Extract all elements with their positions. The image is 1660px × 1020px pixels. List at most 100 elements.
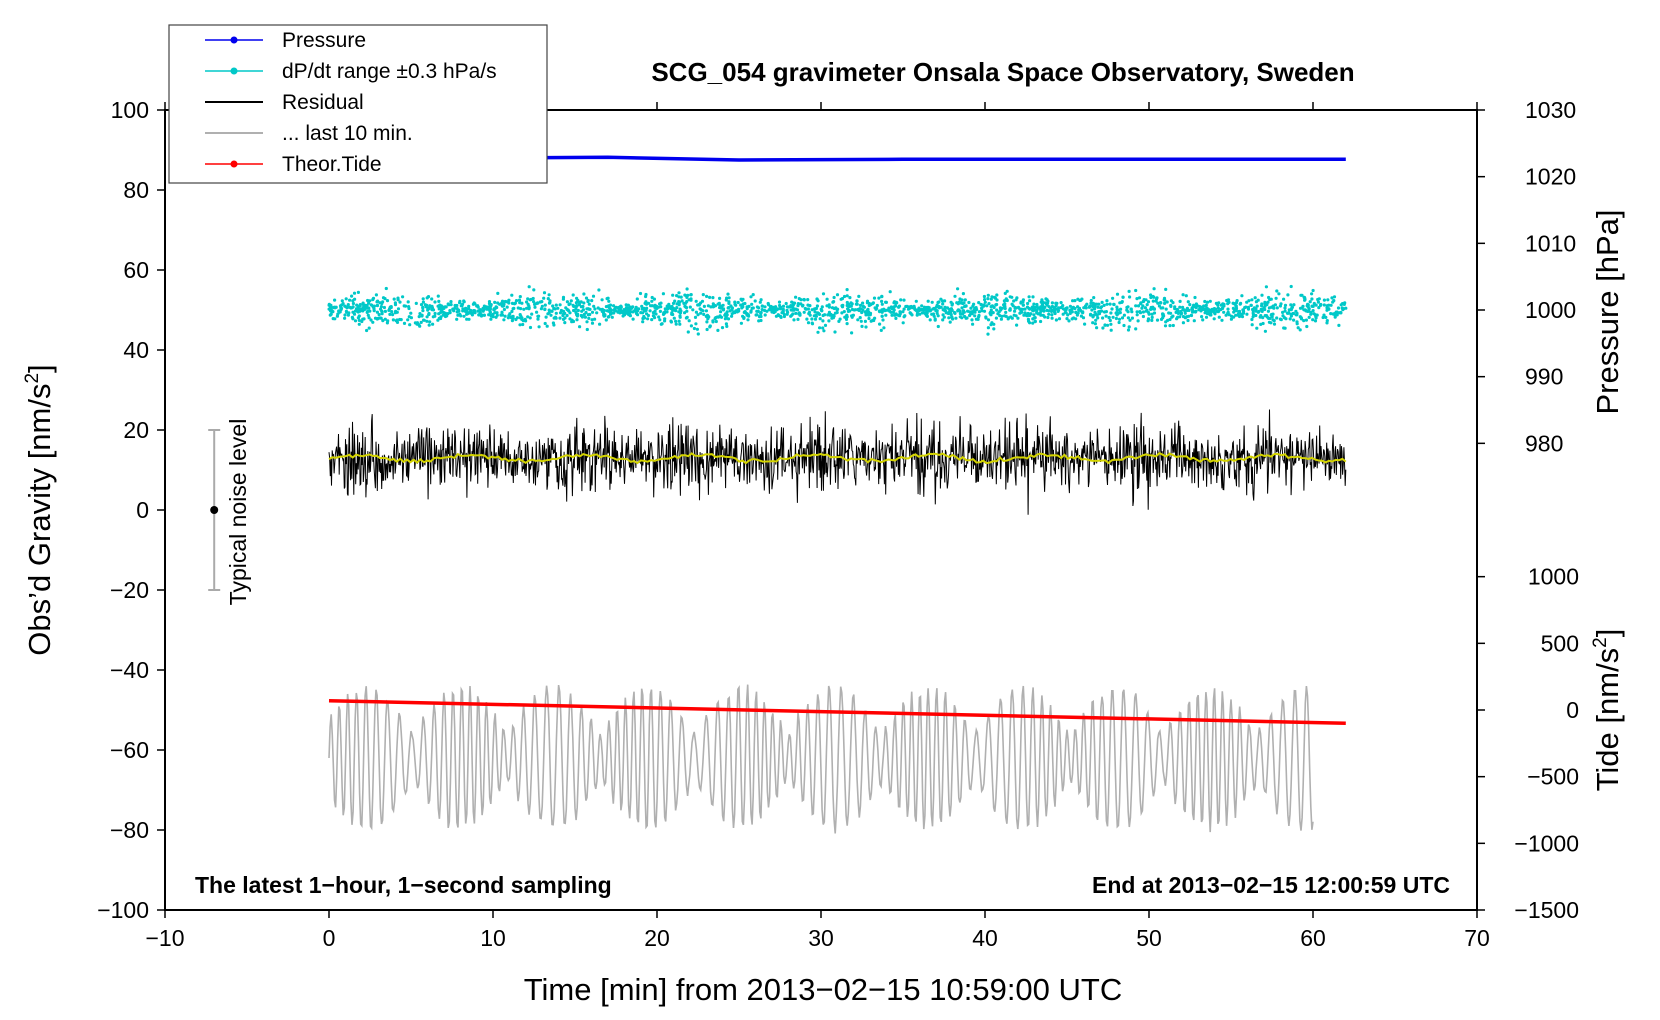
- dpdt-point: [1013, 309, 1017, 313]
- dpdt-point: [1267, 306, 1271, 310]
- dpdt-point: [549, 313, 553, 317]
- dpdt-point: [1168, 324, 1172, 328]
- dpdt-point: [1277, 292, 1281, 296]
- dpdt-point: [925, 310, 929, 314]
- dpdt-point: [1184, 294, 1188, 298]
- dpdt-point: [1070, 317, 1074, 321]
- dpdt-point: [688, 305, 692, 309]
- dpdt-point: [517, 298, 522, 302]
- dpdt-point: [415, 321, 419, 325]
- dpdt-point: [888, 290, 892, 294]
- dpdt-point: [564, 306, 568, 310]
- dpdt-point: [839, 297, 843, 301]
- dpdt-point: [927, 308, 932, 312]
- dpdt-point: [723, 317, 728, 321]
- dpdt-point: [438, 306, 442, 310]
- dpdt-point: [1143, 306, 1147, 310]
- dpdt-point: [1217, 315, 1221, 319]
- dpdt-point: [469, 308, 473, 313]
- dpdt-point: [815, 297, 819, 301]
- dpdt-point: [830, 306, 835, 310]
- dpdt-point: [751, 293, 755, 297]
- dpdt-point: [991, 311, 995, 315]
- dpdt-point: [473, 309, 477, 313]
- y-axis-tide-label-end: ]: [1590, 629, 1625, 638]
- dpdt-point: [1269, 313, 1273, 317]
- dpdt-point: [992, 295, 997, 299]
- dpdt-point: [821, 313, 825, 318]
- dpdt-point: [678, 307, 682, 311]
- dpdt-point: [657, 315, 661, 319]
- dpdt-point: [577, 303, 582, 307]
- dpdt-point: [447, 303, 451, 307]
- dpdt-point: [1033, 316, 1037, 320]
- dpdt-point: [465, 312, 469, 316]
- dpdt-point: [917, 306, 921, 310]
- dpdt-point: [1003, 291, 1007, 295]
- dpdt-point: [1266, 309, 1270, 313]
- dpdt-point: [1281, 310, 1285, 314]
- dpdt-point: [877, 296, 881, 300]
- dpdt-point: [455, 303, 459, 308]
- smoothed-residual-line: [328, 452, 1347, 465]
- dpdt-point: [1117, 317, 1122, 321]
- dpdt-point: [686, 330, 690, 334]
- dpdt-point: [1057, 306, 1061, 310]
- dpdt-point: [1120, 300, 1124, 304]
- series-layer: [327, 155, 1348, 834]
- dpdt-point: [563, 316, 567, 320]
- dpdt-point: [612, 308, 616, 312]
- dpdt-point: [1311, 309, 1315, 313]
- dpdt-point: [1263, 307, 1267, 312]
- dpdt-point: [1014, 306, 1018, 310]
- dpdt-point: [791, 312, 795, 316]
- dpdt-point: [478, 309, 482, 313]
- legend-tide-marker: [230, 160, 238, 168]
- dpdt-point: [575, 304, 579, 308]
- dpdt-point: [504, 300, 508, 304]
- dpdt-point: [961, 301, 965, 306]
- dpdt-point: [465, 317, 469, 321]
- dpdt-point: [1035, 302, 1039, 307]
- dpdt-point: [912, 306, 917, 310]
- dpdt-point: [1163, 324, 1168, 328]
- dpdt-point: [522, 307, 526, 311]
- dpdt-point: [779, 315, 783, 319]
- dpdt-point: [378, 316, 382, 320]
- dpdt-point: [381, 319, 385, 323]
- dpdt-point: [526, 297, 530, 301]
- dpdt-point: [542, 296, 546, 300]
- dpdt-point: [588, 307, 592, 311]
- dpdt-point: [714, 319, 718, 324]
- dpdt-point: [1288, 317, 1292, 321]
- dpdt-point: [357, 318, 361, 322]
- dpdt-point: [1292, 303, 1296, 307]
- dpdt-point: [1217, 309, 1221, 313]
- dpdt-point: [770, 310, 774, 314]
- dpdt-point: [1265, 315, 1269, 319]
- residual-line: [328, 409, 1347, 515]
- dpdt-point: [1283, 303, 1288, 307]
- dpdt-point: [390, 310, 394, 314]
- dpdt-point: [459, 314, 463, 318]
- dpdt-point: [1115, 305, 1119, 309]
- dpdt-point: [1286, 311, 1290, 315]
- dpdt-point: [684, 294, 689, 298]
- annotation-bottom-right: End at 2013−02−15 12:00:59 UTC: [1092, 872, 1450, 898]
- dpdt-point: [585, 320, 589, 324]
- dpdt-point: [879, 328, 883, 332]
- dpdt-point: [428, 304, 432, 308]
- dpdt-point: [1043, 315, 1047, 319]
- dpdt-point: [612, 304, 616, 308]
- dpdt-point: [740, 306, 744, 310]
- legend-last10-label: ... last 10 min.: [282, 122, 413, 145]
- dpdt-point: [1081, 311, 1085, 315]
- dpdt-point: [579, 314, 583, 318]
- dpdt-point: [825, 297, 829, 301]
- dpdt-point: [825, 304, 829, 308]
- dpdt-point: [924, 313, 928, 317]
- dpdt-point: [864, 310, 868, 314]
- dpdt-point: [854, 302, 859, 306]
- dpdt-point: [771, 306, 775, 310]
- dpdt-point: [653, 305, 657, 309]
